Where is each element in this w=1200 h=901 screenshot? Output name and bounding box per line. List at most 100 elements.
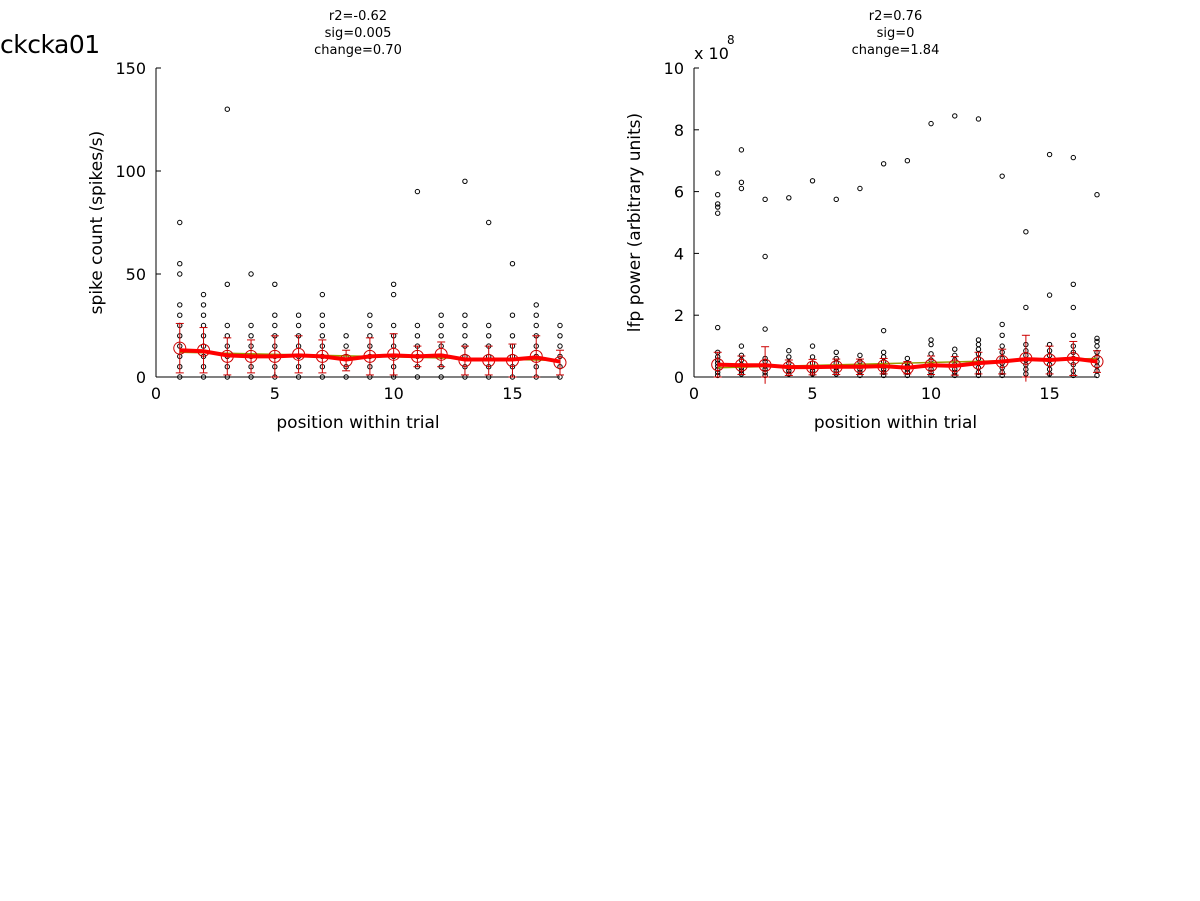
- data-point: [715, 170, 721, 176]
- data-point: [738, 185, 745, 192]
- y-tick-label: 150: [115, 59, 146, 78]
- data-point: [224, 322, 230, 329]
- data-point: [857, 352, 863, 359]
- data-point: [200, 291, 207, 298]
- x-tick-label: 0: [689, 384, 699, 403]
- data-point: [533, 312, 539, 318]
- chart-title-line: change=1.84: [852, 43, 940, 58]
- data-point: [224, 281, 230, 287]
- data-point: [928, 351, 934, 357]
- data-point: [952, 346, 958, 352]
- data-point: [786, 195, 792, 201]
- data-point: [177, 302, 183, 308]
- x-tick-label: 15: [502, 384, 522, 403]
- y-tick-label: 8: [674, 121, 684, 140]
- data-point: [367, 322, 373, 329]
- data-point: [1070, 304, 1076, 311]
- data-point: [177, 261, 183, 267]
- data-point: [177, 219, 183, 226]
- data-point: [809, 354, 816, 360]
- data-point: [272, 312, 278, 318]
- data-point: [1023, 229, 1029, 235]
- data-point: [928, 337, 934, 343]
- data-point: [200, 312, 207, 318]
- data-point: [880, 327, 887, 334]
- data-point: [200, 302, 207, 308]
- data-point: [1046, 292, 1053, 298]
- data-point: [557, 343, 563, 349]
- data-point: [224, 106, 230, 112]
- data-point: [809, 343, 816, 349]
- x-tick-label: 5: [270, 384, 280, 403]
- data-point: [438, 322, 444, 329]
- data-point: [367, 312, 373, 318]
- data-point: [509, 261, 516, 267]
- data-point: [999, 321, 1005, 328]
- data-point: [1046, 151, 1053, 158]
- data-point: [1094, 335, 1100, 342]
- mean-marker: [553, 356, 567, 370]
- data-point: [248, 322, 254, 329]
- x-tick-label: 15: [1039, 384, 1059, 403]
- chart-title-line: sig=0: [877, 26, 915, 41]
- data-point: [486, 219, 492, 226]
- data-point: [715, 324, 721, 331]
- data-point: [319, 291, 326, 298]
- data-point: [715, 201, 721, 207]
- data-point: [295, 374, 302, 380]
- data-point: [248, 374, 254, 380]
- figure-label: ckcka01: [0, 30, 100, 59]
- data-point: [738, 179, 745, 186]
- data-point: [414, 333, 421, 339]
- x-axis-label: position within trial: [276, 413, 439, 433]
- data-point: [414, 322, 421, 329]
- data-point: [715, 204, 721, 210]
- data-point: [177, 312, 183, 318]
- y-axis-label: lfp power (arbitrary units): [625, 113, 645, 332]
- y-tick-label: 0: [136, 368, 146, 387]
- data-point: [486, 333, 492, 339]
- data-point: [343, 343, 349, 349]
- data-point: [177, 374, 183, 380]
- x-axis-label: position within trial: [814, 413, 977, 433]
- y-tick-label: 10: [664, 59, 684, 78]
- data-point: [462, 312, 468, 318]
- data-point: [999, 332, 1005, 338]
- data-point: [295, 312, 302, 318]
- data-point: [904, 158, 911, 164]
- data-point: [715, 210, 721, 216]
- data-point: [999, 343, 1005, 349]
- mean-marker: [173, 341, 187, 355]
- data-point: [975, 116, 982, 122]
- y-tick-label: 4: [674, 244, 684, 263]
- data-point: [414, 374, 421, 380]
- data-point: [557, 322, 563, 329]
- y-tick-label: 0: [674, 368, 684, 387]
- data-point: [319, 312, 326, 318]
- data-point: [999, 173, 1005, 179]
- data-point: [738, 147, 745, 153]
- data-point: [533, 302, 539, 308]
- data-point: [248, 271, 254, 277]
- data-point: [414, 188, 421, 195]
- data-point: [1070, 281, 1076, 287]
- data-point: [319, 374, 326, 380]
- y-tick-label: 2: [674, 306, 684, 325]
- data-point: [248, 333, 254, 339]
- data-point: [509, 333, 516, 339]
- data-point: [367, 333, 373, 339]
- data-point: [1094, 338, 1100, 345]
- data-point: [833, 196, 839, 203]
- data-point: [462, 178, 468, 185]
- data-point: [343, 333, 349, 339]
- data-point: [533, 322, 539, 329]
- mean-trend-line: [179, 348, 561, 364]
- data-point: [486, 322, 492, 329]
- data-point: [1094, 191, 1100, 198]
- data-point: [272, 281, 278, 287]
- data-point: [438, 312, 444, 318]
- data-point: [177, 271, 183, 277]
- data-point: [200, 374, 207, 380]
- data-point: [975, 337, 982, 343]
